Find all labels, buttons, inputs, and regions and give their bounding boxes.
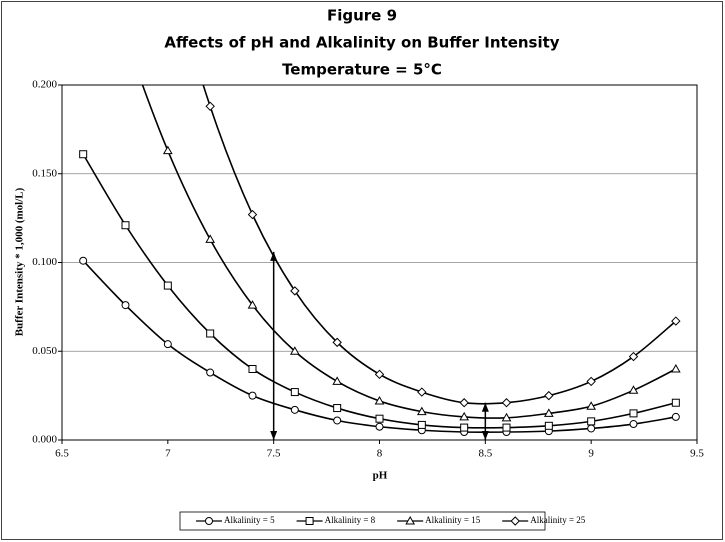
marker bbox=[305, 517, 314, 525]
marker bbox=[163, 340, 172, 349]
y-tick-label: 0.050 bbox=[32, 345, 57, 357]
plot-clip bbox=[79, 85, 681, 437]
marker bbox=[586, 376, 596, 387]
legend-label: Alkalinity = 5 bbox=[224, 515, 275, 525]
marker bbox=[79, 150, 88, 159]
marker bbox=[163, 281, 172, 290]
marker bbox=[416, 406, 427, 416]
marker bbox=[206, 368, 215, 377]
marker bbox=[374, 395, 385, 405]
x-tick-label: 9.5 bbox=[690, 448, 704, 460]
y-tick-label: 0.100 bbox=[32, 256, 57, 268]
marker bbox=[290, 405, 299, 414]
arrow-head bbox=[270, 431, 278, 440]
marker bbox=[502, 423, 511, 432]
marker bbox=[290, 286, 300, 296]
marker bbox=[333, 404, 342, 413]
x-tick-label: 8 bbox=[377, 448, 383, 460]
marker bbox=[162, 145, 173, 155]
chart-title: Figure 9 bbox=[327, 7, 397, 25]
marker bbox=[586, 401, 597, 410]
marker bbox=[374, 369, 385, 380]
x-axis-label: pH bbox=[373, 470, 388, 482]
marker bbox=[671, 398, 680, 407]
legend-box bbox=[179, 511, 546, 531]
marker bbox=[501, 398, 512, 408]
marker bbox=[332, 376, 343, 385]
marker bbox=[333, 416, 342, 425]
marker bbox=[628, 385, 639, 394]
marker bbox=[205, 101, 215, 112]
legend-label: Alkalinity = 15 bbox=[425, 515, 481, 525]
marker bbox=[205, 234, 216, 243]
x-tick-label: 7.5 bbox=[267, 448, 281, 460]
marker bbox=[417, 420, 426, 429]
y-tick-label: 0.000 bbox=[32, 434, 57, 446]
marker bbox=[670, 363, 681, 373]
marker bbox=[510, 516, 520, 526]
legend-label: Alkalinity = 8 bbox=[325, 515, 376, 525]
marker bbox=[205, 517, 213, 525]
marker bbox=[629, 409, 638, 418]
marker bbox=[501, 412, 512, 422]
chart-subtitle: Temperature = 5°C bbox=[282, 61, 442, 79]
marker bbox=[247, 209, 258, 220]
y-tick-label: 0.150 bbox=[32, 167, 57, 179]
marker bbox=[79, 256, 88, 265]
marker bbox=[629, 420, 638, 429]
marker bbox=[544, 421, 553, 430]
marker bbox=[332, 337, 342, 348]
marker bbox=[543, 408, 554, 417]
x-tick-label: 7 bbox=[165, 448, 171, 460]
chart-subtitle: Affects of pH and Alkalinity on Buffer I… bbox=[164, 34, 559, 52]
marker bbox=[290, 388, 299, 397]
marker bbox=[417, 387, 427, 397]
marker bbox=[248, 391, 257, 400]
series-line bbox=[141, 85, 677, 419]
x-tick-label: 8.5 bbox=[478, 448, 492, 460]
marker bbox=[375, 422, 384, 431]
legend-label: Alkalinity = 25 bbox=[530, 515, 586, 525]
arrow-head bbox=[481, 431, 489, 440]
plot-area bbox=[61, 84, 698, 441]
marker bbox=[587, 424, 596, 433]
marker bbox=[121, 221, 130, 230]
marker bbox=[628, 351, 639, 362]
arrow-head bbox=[481, 402, 489, 412]
marker bbox=[248, 365, 257, 373]
x-tick-label: 6.5 bbox=[55, 448, 69, 460]
marker bbox=[375, 414, 384, 423]
marker bbox=[671, 316, 681, 326]
marker bbox=[459, 398, 469, 408]
marker bbox=[206, 329, 215, 338]
marker bbox=[459, 411, 470, 421]
marker bbox=[460, 423, 469, 432]
x-tick-label: 9 bbox=[588, 448, 594, 460]
marker bbox=[121, 301, 130, 310]
arrow-head bbox=[270, 251, 278, 261]
marker bbox=[671, 412, 680, 421]
marker bbox=[405, 515, 416, 525]
marker bbox=[587, 417, 596, 426]
y-axis-label: Buffer Intensity * 1,000 (mol/L) bbox=[14, 187, 26, 336]
marker bbox=[544, 390, 554, 401]
series-line bbox=[202, 85, 677, 405]
marker bbox=[247, 300, 258, 309]
marker bbox=[289, 346, 300, 355]
y-tick-label: 0.200 bbox=[32, 79, 57, 91]
